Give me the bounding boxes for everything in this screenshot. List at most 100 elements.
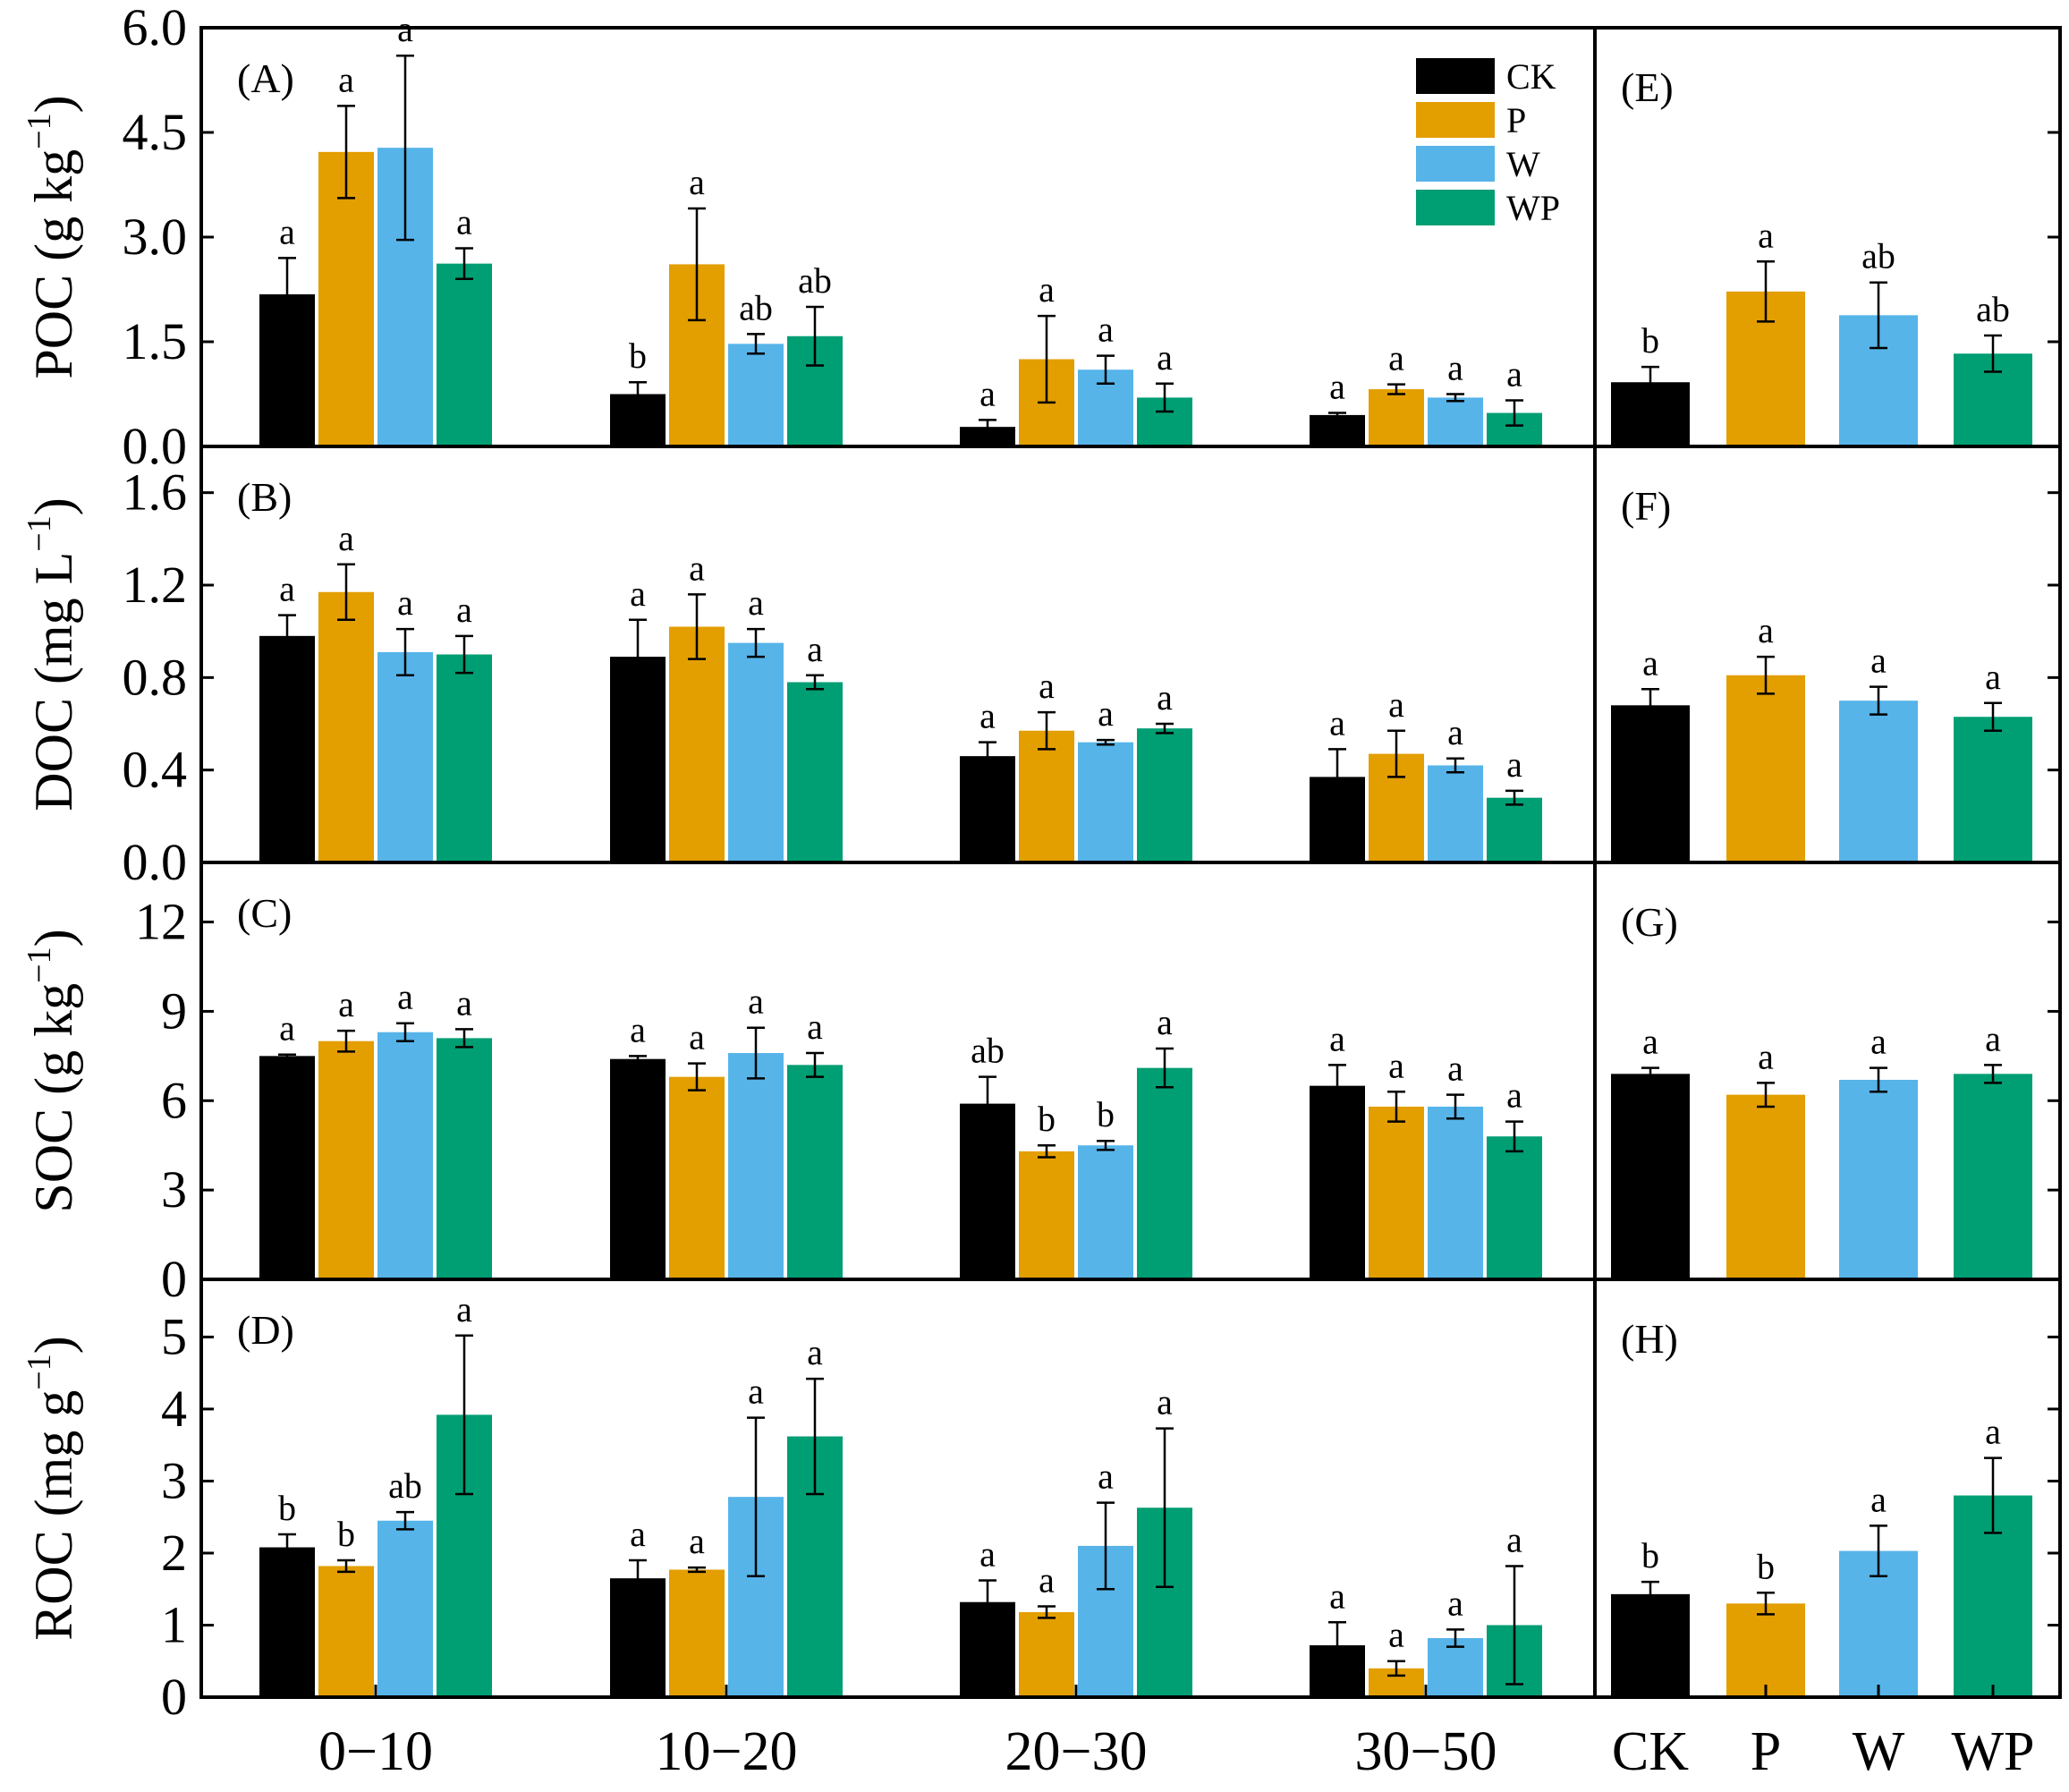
significance-letter: a [1506,354,1522,395]
significance-letter: a [279,1008,295,1049]
y-tick-label: 1.2 [123,556,188,614]
significance-letter: a [456,590,472,630]
bar [259,1056,315,1279]
y-axis-title: ROC (mg g−1) [21,1336,83,1640]
panel-label: (A) [237,55,294,101]
y-axis-title-main: DOC (mg L [24,552,83,811]
bar [377,651,433,862]
significance-letter: a [1506,1519,1522,1559]
significance-letter: a [1388,1615,1404,1655]
y-axis-title: DOC (mg L−1) [21,497,83,811]
bar [1078,1145,1133,1279]
panel-label: (G) [1621,899,1678,945]
bar [960,427,1015,446]
legend-label: WP [1506,188,1560,228]
bar [1019,1611,1074,1697]
significance-letter: b [629,335,647,376]
bar [1137,1067,1192,1279]
panel-label: (F) [1621,483,1671,529]
significance-letter: a [1985,657,2001,697]
significance-letter: a [689,1017,705,1057]
significance-letter: a [689,162,705,202]
y-axis-title-sup: −1 [21,113,58,149]
y-axis-title-close: ) [24,929,83,947]
significance-letter: a [1388,1045,1404,1085]
y-tick-label: 0 [161,1250,187,1308]
bar [1369,1106,1424,1279]
bar [669,626,725,862]
bar [610,1578,666,1697]
significance-letter: a [1870,1022,1887,1062]
legend-label: W [1506,144,1540,184]
significance-letter: a [979,1534,996,1575]
y-tick-label: 12 [135,893,187,951]
significance-letter: a [748,582,764,623]
bar [1726,1603,1805,1697]
y-axis-title-close: ) [24,1336,83,1354]
x-tick-label: W [1853,1721,1905,1782]
significance-letter: a [1039,666,1055,706]
significance-letter: a [1447,712,1463,752]
significance-letter: ab [1976,289,2010,329]
bar [318,151,374,446]
significance-letter: a [1506,744,1522,785]
bar [610,1058,666,1279]
panel-label: (H) [1621,1316,1678,1362]
significance-letter: ab [388,1465,422,1506]
bar [669,1076,725,1279]
significance-letter: a [1039,269,1055,310]
bar [669,1569,725,1697]
bar [728,344,784,446]
significance-letter: a [456,201,472,242]
significance-letter: b [1641,320,1659,361]
x-tick-label: 10−20 [656,1721,798,1782]
significance-letter: a [1329,1575,1345,1616]
panel-label: (C) [237,890,292,936]
y-axis-title-sup: −1 [21,515,58,551]
significance-letter: a [1870,1479,1887,1519]
x-tick-label: P [1751,1721,1781,1782]
panel-frame-right [1593,1278,2062,1699]
bar [1428,1106,1483,1279]
bar [318,591,374,862]
x-tick-label: 30−50 [1355,1721,1497,1782]
bar [1310,1085,1365,1279]
y-axis-title: SOC (g kg−1) [21,929,83,1212]
legend-swatch [1416,58,1495,94]
significance-letter: a [1157,1382,1173,1423]
y-tick-label: 3 [161,1451,187,1509]
significance-letter: ab [798,260,832,301]
significance-letter: a [689,548,705,588]
y-axis-title-sup: −1 [21,947,58,982]
y-tick-label: 3.0 [123,208,188,266]
significance-letter: a [1758,1036,1774,1076]
significance-letter: a [1447,1583,1463,1623]
y-tick-label: 4 [161,1380,187,1438]
bar [318,1566,374,1697]
bar [1611,1074,1690,1279]
significance-letter: a [1506,1075,1522,1116]
bar [1428,397,1483,446]
significance-letter: a [338,518,354,558]
significance-letter: a [1388,338,1404,378]
significance-letter: a [338,59,354,99]
significance-letter: a [397,977,413,1017]
y-tick-label: 9 [161,981,187,1040]
bar [437,654,492,862]
significance-letter: a [807,629,823,669]
significance-letter: a [1098,693,1114,734]
significance-letter: b [278,1488,296,1528]
y-axis-title-main: ROC (mg g [24,1390,83,1641]
y-tick-label: 2 [161,1524,187,1582]
significance-letter: a [1985,1018,2001,1058]
significance-letter: a [279,569,295,609]
y-tick-label: 6 [161,1071,187,1129]
bar [1310,414,1365,446]
significance-letter: a [807,1332,823,1372]
significance-letter: a [630,1514,646,1554]
significance-letter: a [1157,677,1173,718]
y-tick-label: 5 [161,1307,187,1365]
bar [1839,701,1918,862]
